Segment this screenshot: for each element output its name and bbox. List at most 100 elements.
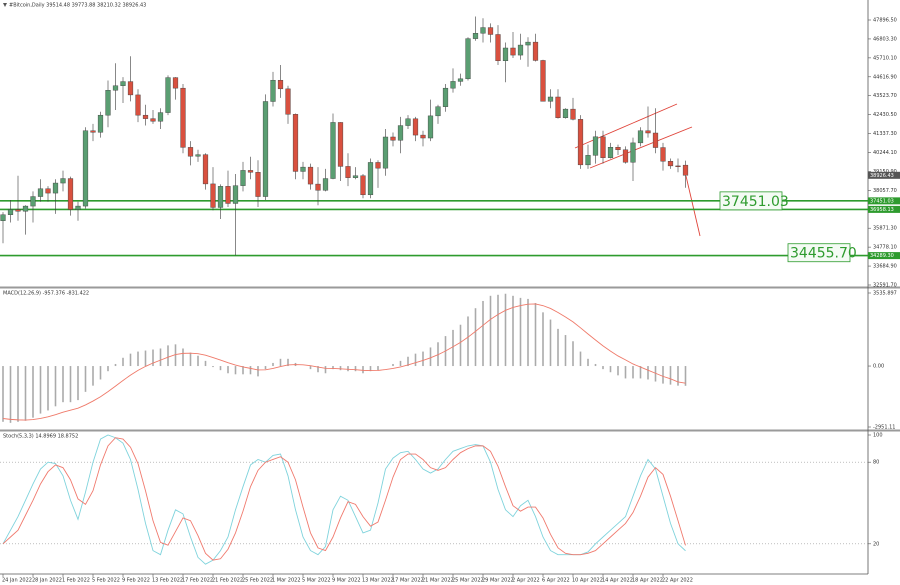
candle-body	[165, 77, 171, 113]
y-tick-label: 34778.10	[873, 245, 897, 251]
candle-body	[510, 47, 516, 56]
annotation-box	[719, 191, 783, 211]
x-tick-label: 2 Apr 2022	[512, 578, 540, 584]
candle-body	[675, 165, 681, 167]
candle-body	[60, 178, 66, 184]
y-tick-label: 46803.30	[873, 36, 897, 42]
candle-body	[622, 149, 629, 163]
candle-body	[82, 130, 89, 207]
annotation-label: 37451.03	[722, 194, 789, 210]
candle-body	[397, 125, 404, 141]
candle-body	[382, 136, 389, 169]
candle-body	[375, 162, 381, 169]
candle-body	[22, 205, 29, 212]
y-tick-label: 0.00	[873, 364, 884, 370]
candle-body	[330, 122, 336, 179]
x-tick-label: 13 Feb 2022	[152, 578, 183, 584]
chart-title: #Bitcoin,Daily 39514.48 39773.88 38210.3…	[9, 3, 146, 9]
candle-body	[645, 130, 651, 134]
y-tick-label: 32591.70	[873, 283, 897, 289]
candle-body	[195, 154, 201, 157]
stoch-signal-line	[2, 437, 686, 561]
candle-body	[570, 108, 576, 120]
x-tick-label: 10 Apr 2022	[572, 578, 603, 584]
collapse-icon	[3, 3, 7, 7]
candle-body	[450, 81, 456, 89]
x-tick-label: 28 Jan 2022	[32, 578, 62, 584]
last-price-box	[868, 171, 900, 179]
candle-body	[420, 134, 426, 139]
annotation-label: 34455.70	[790, 246, 857, 262]
level-price-label: 37451.03	[870, 198, 894, 204]
candle-body	[180, 87, 186, 148]
candle-body	[142, 114, 149, 119]
candle-body	[577, 119, 584, 166]
projection-arrow	[685, 175, 701, 237]
candle-body	[172, 77, 179, 89]
x-tick-label: 25 Feb 2022	[242, 578, 273, 584]
candle-body	[0, 214, 6, 221]
candle-body	[135, 94, 141, 116]
candle-body	[75, 205, 81, 210]
candle-body	[315, 183, 321, 191]
candle-body	[120, 81, 126, 86]
candle-body	[637, 130, 644, 144]
candle-body	[517, 44, 524, 56]
candle-body	[502, 47, 509, 62]
x-tick-label: 25 Mar 2022	[452, 578, 484, 584]
indicator-title: Stoch(5,3,3) 14.8969 18.8752	[3, 434, 78, 440]
y-tick-label: 47896.50	[873, 18, 897, 24]
candle-body	[360, 175, 366, 196]
level-price-label: 36958.13	[870, 207, 894, 213]
candle-body	[262, 101, 269, 197]
candle-body	[247, 170, 254, 173]
candle-body	[322, 178, 329, 191]
candle-body	[352, 175, 359, 178]
candle-body	[607, 147, 614, 158]
candle-body	[292, 114, 299, 172]
x-tick-label: 6 Apr 2022	[542, 578, 570, 584]
candle-body	[285, 88, 291, 115]
y-tick-label: 42430.50	[873, 112, 897, 118]
candle-body	[367, 162, 374, 196]
candle-body	[435, 106, 441, 117]
candle-body	[442, 87, 449, 107]
annotation-box	[787, 243, 851, 263]
x-tick-label: 9 Feb 2022	[122, 578, 150, 584]
y-tick-label: 80	[873, 460, 879, 466]
y-tick-label: 40244.10	[873, 150, 897, 156]
level-price-box	[868, 197, 900, 205]
y-tick-label: -2951.11	[873, 425, 895, 431]
y-tick-label: 41337.30	[873, 131, 897, 137]
level-price-box	[868, 252, 900, 260]
candle-body	[307, 166, 314, 185]
candle-body	[7, 209, 14, 215]
trend-channel-line	[589, 126, 693, 169]
x-tick-label: 21 Mar 2022	[422, 578, 454, 584]
candle-body	[592, 136, 599, 156]
y-tick-label: 20	[873, 541, 879, 547]
candle-body	[270, 79, 276, 102]
candle-body	[255, 172, 261, 197]
candle-body	[525, 41, 531, 46]
x-tick-label: 21 Feb 2022	[212, 578, 243, 584]
level-price-label: 34289.30	[870, 253, 894, 259]
x-tick-label: 22 Apr 2022	[662, 578, 693, 584]
candle-body	[667, 161, 674, 167]
candle-body	[390, 136, 396, 141]
y-tick-label: 100	[873, 433, 883, 439]
candle-body	[480, 27, 486, 34]
candle-body	[277, 79, 284, 90]
candle-body	[457, 78, 464, 82]
candle-body	[97, 114, 104, 133]
candle-body	[652, 132, 659, 148]
candle-body	[37, 188, 44, 197]
y-tick-label: 35871.30	[873, 226, 897, 232]
candle-body	[157, 112, 164, 122]
candle-body	[112, 85, 119, 91]
level-price-box	[868, 205, 900, 213]
candle-body	[495, 34, 501, 62]
candle-body	[150, 118, 156, 122]
candle-body	[67, 178, 74, 210]
